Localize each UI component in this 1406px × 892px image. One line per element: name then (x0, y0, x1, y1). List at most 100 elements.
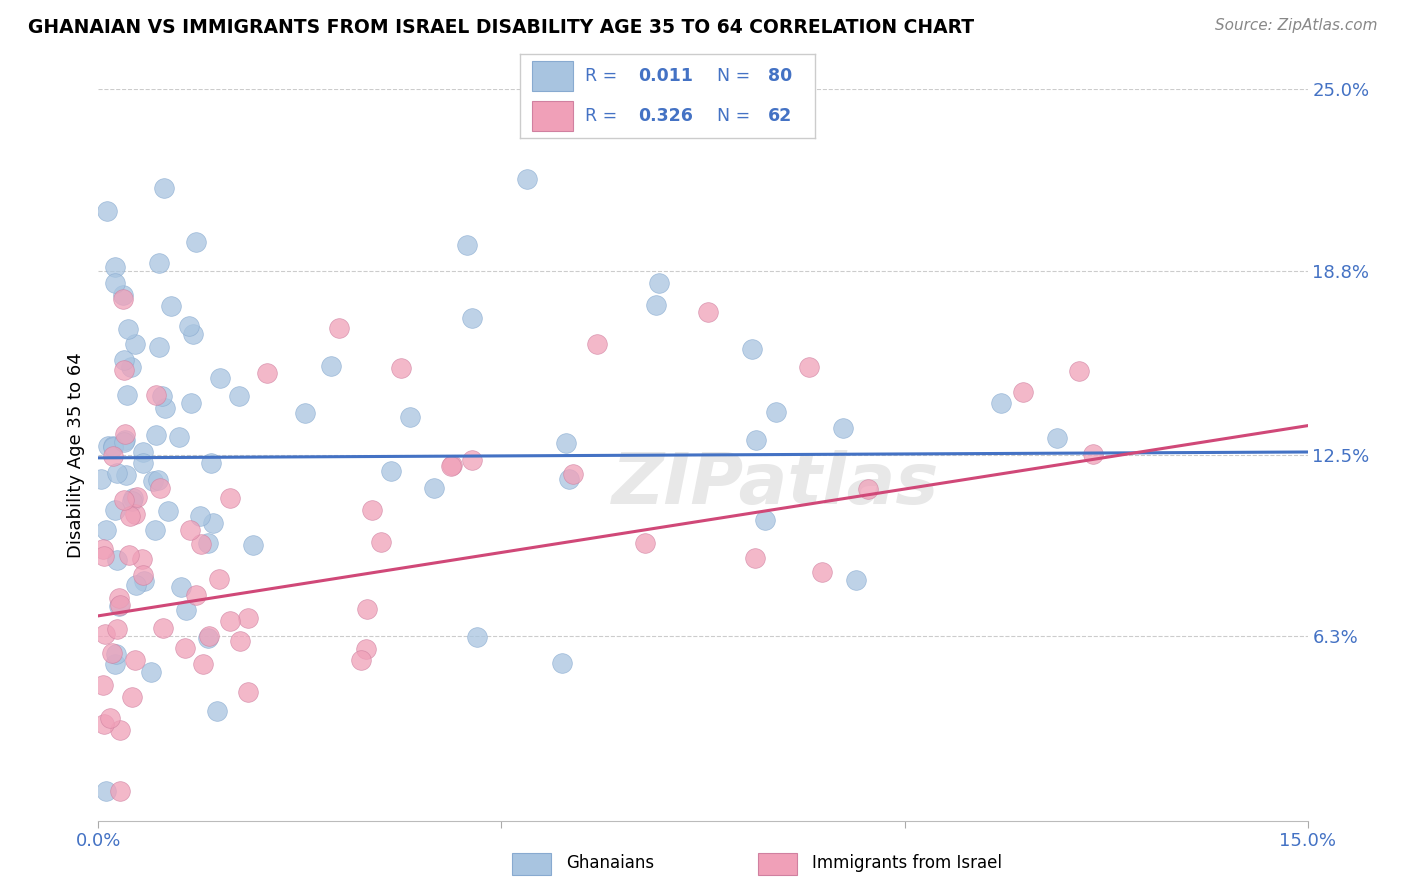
Point (105, 466, 128, 480)
Point (561, 467, 583, 482)
Point (146, 473, 169, 487)
Point (1046, 431, 1069, 445)
Point (845, 573, 868, 587)
Point (112, 493, 135, 508)
Point (148, 256, 170, 270)
Point (149, 481, 172, 495)
FancyBboxPatch shape (531, 101, 574, 130)
Point (122, 491, 145, 505)
Point (198, 629, 221, 643)
FancyBboxPatch shape (512, 853, 551, 875)
Point (125, 578, 148, 592)
Point (380, 464, 402, 478)
Point (152, 622, 174, 636)
Point (156, 504, 179, 518)
Point (294, 406, 316, 420)
Point (236, 685, 259, 699)
Point (94, 784, 117, 798)
Point (745, 433, 768, 447)
FancyBboxPatch shape (531, 62, 574, 91)
Text: N =: N = (706, 67, 756, 85)
Point (356, 602, 378, 616)
Point (131, 552, 153, 566)
Point (634, 536, 657, 550)
Point (551, 656, 574, 670)
Point (94, 626, 117, 640)
Point (117, 549, 139, 563)
Point (180, 395, 202, 409)
Point (96, 203, 118, 218)
Point (465, 630, 488, 644)
Point (112, 363, 135, 377)
Point (103, 502, 125, 516)
Point (228, 389, 250, 403)
Point (1012, 385, 1035, 400)
Point (143, 524, 166, 538)
Point (124, 336, 146, 351)
Point (754, 513, 776, 527)
Point (181, 327, 204, 342)
Point (765, 405, 787, 419)
Point (108, 598, 131, 612)
Point (648, 277, 671, 291)
Point (107, 591, 129, 605)
Point (197, 632, 219, 646)
Point (219, 491, 242, 505)
Point (741, 342, 763, 356)
Point (516, 171, 538, 186)
Point (460, 452, 482, 467)
Point (354, 641, 377, 656)
Point (104, 647, 127, 661)
Point (1081, 446, 1104, 460)
Point (124, 508, 146, 522)
Point (114, 433, 136, 447)
Point (200, 456, 222, 470)
Point (179, 523, 201, 537)
Text: 62: 62 (768, 107, 793, 125)
Point (152, 180, 174, 194)
Point (169, 430, 191, 444)
FancyBboxPatch shape (758, 853, 797, 875)
Point (208, 371, 231, 385)
Point (93, 716, 115, 731)
Point (208, 572, 231, 586)
Point (744, 551, 766, 566)
Text: Ghanaians: Ghanaians (565, 854, 654, 872)
Point (586, 336, 609, 351)
Point (93, 549, 115, 564)
Point (328, 320, 350, 334)
Point (105, 622, 128, 636)
Point (1069, 363, 1091, 377)
Point (190, 537, 212, 551)
Point (104, 260, 127, 274)
Text: Source: ZipAtlas.com: Source: ZipAtlas.com (1215, 18, 1378, 33)
Point (160, 299, 183, 313)
Point (441, 458, 464, 472)
Point (197, 536, 219, 550)
Point (112, 353, 135, 368)
Point (108, 599, 131, 613)
Point (350, 653, 373, 667)
Point (108, 723, 131, 737)
Point (191, 657, 214, 672)
Point (389, 361, 412, 376)
Point (810, 565, 832, 579)
Point (990, 396, 1012, 410)
Text: Immigrants from Israel: Immigrants from Israel (813, 854, 1002, 872)
Text: N =: N = (706, 107, 756, 125)
Point (360, 503, 382, 517)
Point (97, 439, 120, 453)
Point (174, 602, 197, 616)
Point (142, 475, 165, 489)
Point (179, 318, 201, 333)
Point (229, 634, 252, 648)
Point (461, 310, 484, 325)
Point (398, 410, 420, 425)
Point (91, 678, 114, 692)
Point (153, 401, 176, 416)
Point (111, 292, 134, 306)
Text: GHANAIAN VS IMMIGRANTS FROM ISRAEL DISABILITY AGE 35 TO 64 CORRELATION CHART: GHANAIAN VS IMMIGRANTS FROM ISRAEL DISAB… (28, 18, 974, 37)
Point (124, 653, 146, 667)
Point (184, 235, 207, 250)
Point (121, 494, 143, 508)
